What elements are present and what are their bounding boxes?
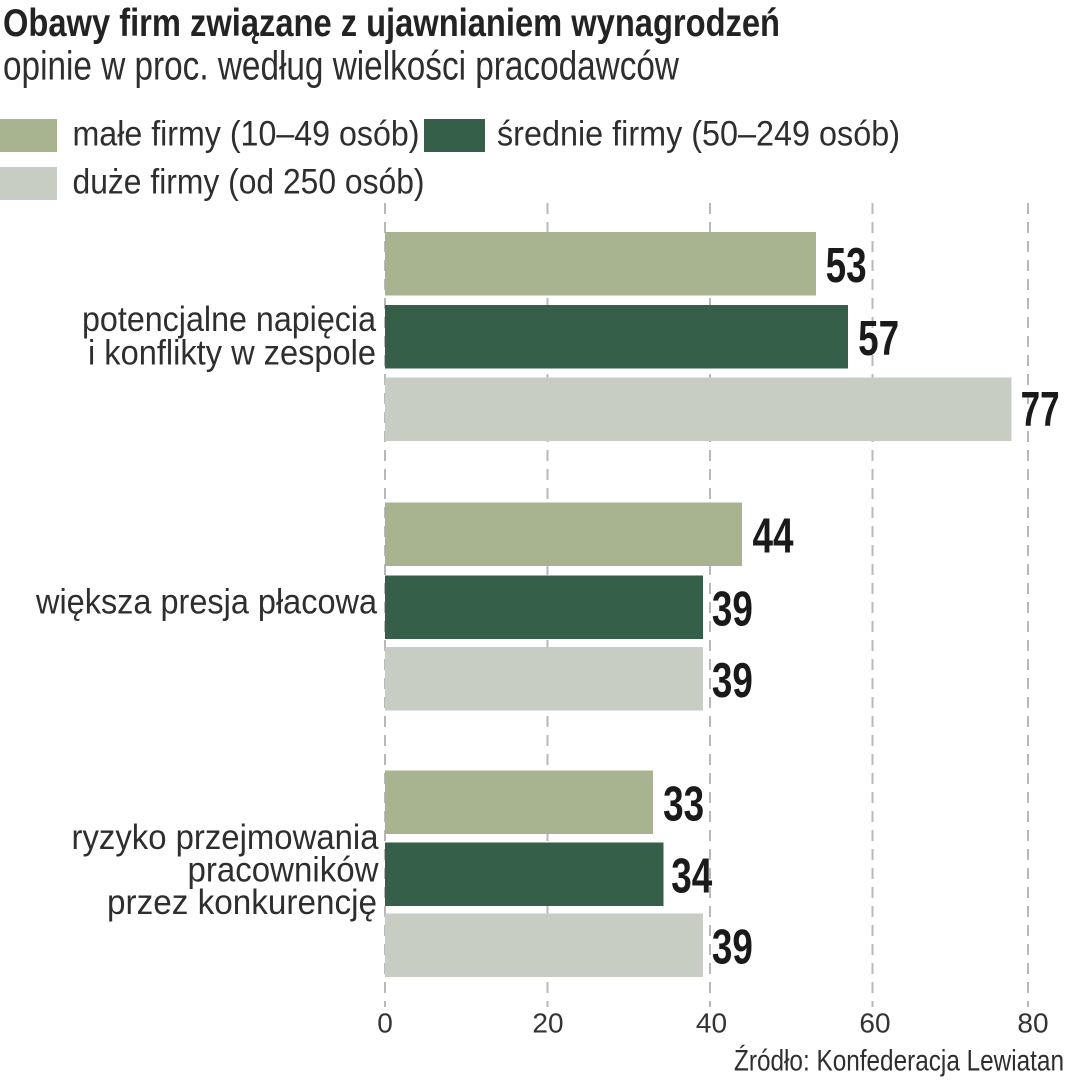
svg-text:77: 77 bbox=[1021, 383, 1060, 437]
svg-text:80: 80 bbox=[1017, 1008, 1048, 1039]
svg-text:39: 39 bbox=[712, 583, 753, 637]
svg-text:duże firmy (od 250 osób): duże firmy (od 250 osób) bbox=[73, 163, 425, 202]
svg-text:0: 0 bbox=[377, 1008, 393, 1039]
svg-text:53: 53 bbox=[826, 239, 867, 293]
svg-text:Obawy firm związane z ujawnian: Obawy firm związane z ujawnianiem wynagr… bbox=[3, 2, 780, 45]
svg-text:Źródło: Konfederacja Lewiatan: Źródło: Konfederacja Lewiatan bbox=[734, 1045, 1064, 1078]
svg-text:20: 20 bbox=[532, 1008, 563, 1039]
svg-text:39: 39 bbox=[712, 921, 753, 975]
svg-text:60: 60 bbox=[859, 1008, 890, 1039]
svg-text:40: 40 bbox=[696, 1008, 727, 1039]
svg-text:33: 33 bbox=[663, 778, 704, 832]
svg-text:57: 57 bbox=[858, 312, 899, 366]
svg-text:małe firmy (10–49 osób): małe firmy (10–49 osób) bbox=[73, 115, 420, 154]
svg-text:średnie firmy (50–249 osób): średnie firmy (50–249 osób) bbox=[497, 115, 900, 154]
svg-text:34: 34 bbox=[671, 850, 712, 904]
svg-text:44: 44 bbox=[753, 510, 794, 564]
svg-text:potencjalne napięcia: potencjalne napięcia bbox=[82, 300, 376, 339]
svg-text:pracowników: pracowników bbox=[188, 851, 380, 890]
svg-text:przez konkurencję: przez konkurencję bbox=[107, 883, 377, 922]
svg-text:ryzyko przejmowania: ryzyko przejmowania bbox=[72, 818, 379, 857]
svg-text:większa presja płacowa: większa presja płacowa bbox=[35, 583, 377, 622]
svg-text:39: 39 bbox=[712, 654, 753, 708]
svg-text:opinie w proc. według wielkośc: opinie w proc. według wielkości pracodaw… bbox=[3, 43, 679, 89]
svg-text:i konflikty w zespole: i konflikty w zespole bbox=[88, 334, 376, 373]
